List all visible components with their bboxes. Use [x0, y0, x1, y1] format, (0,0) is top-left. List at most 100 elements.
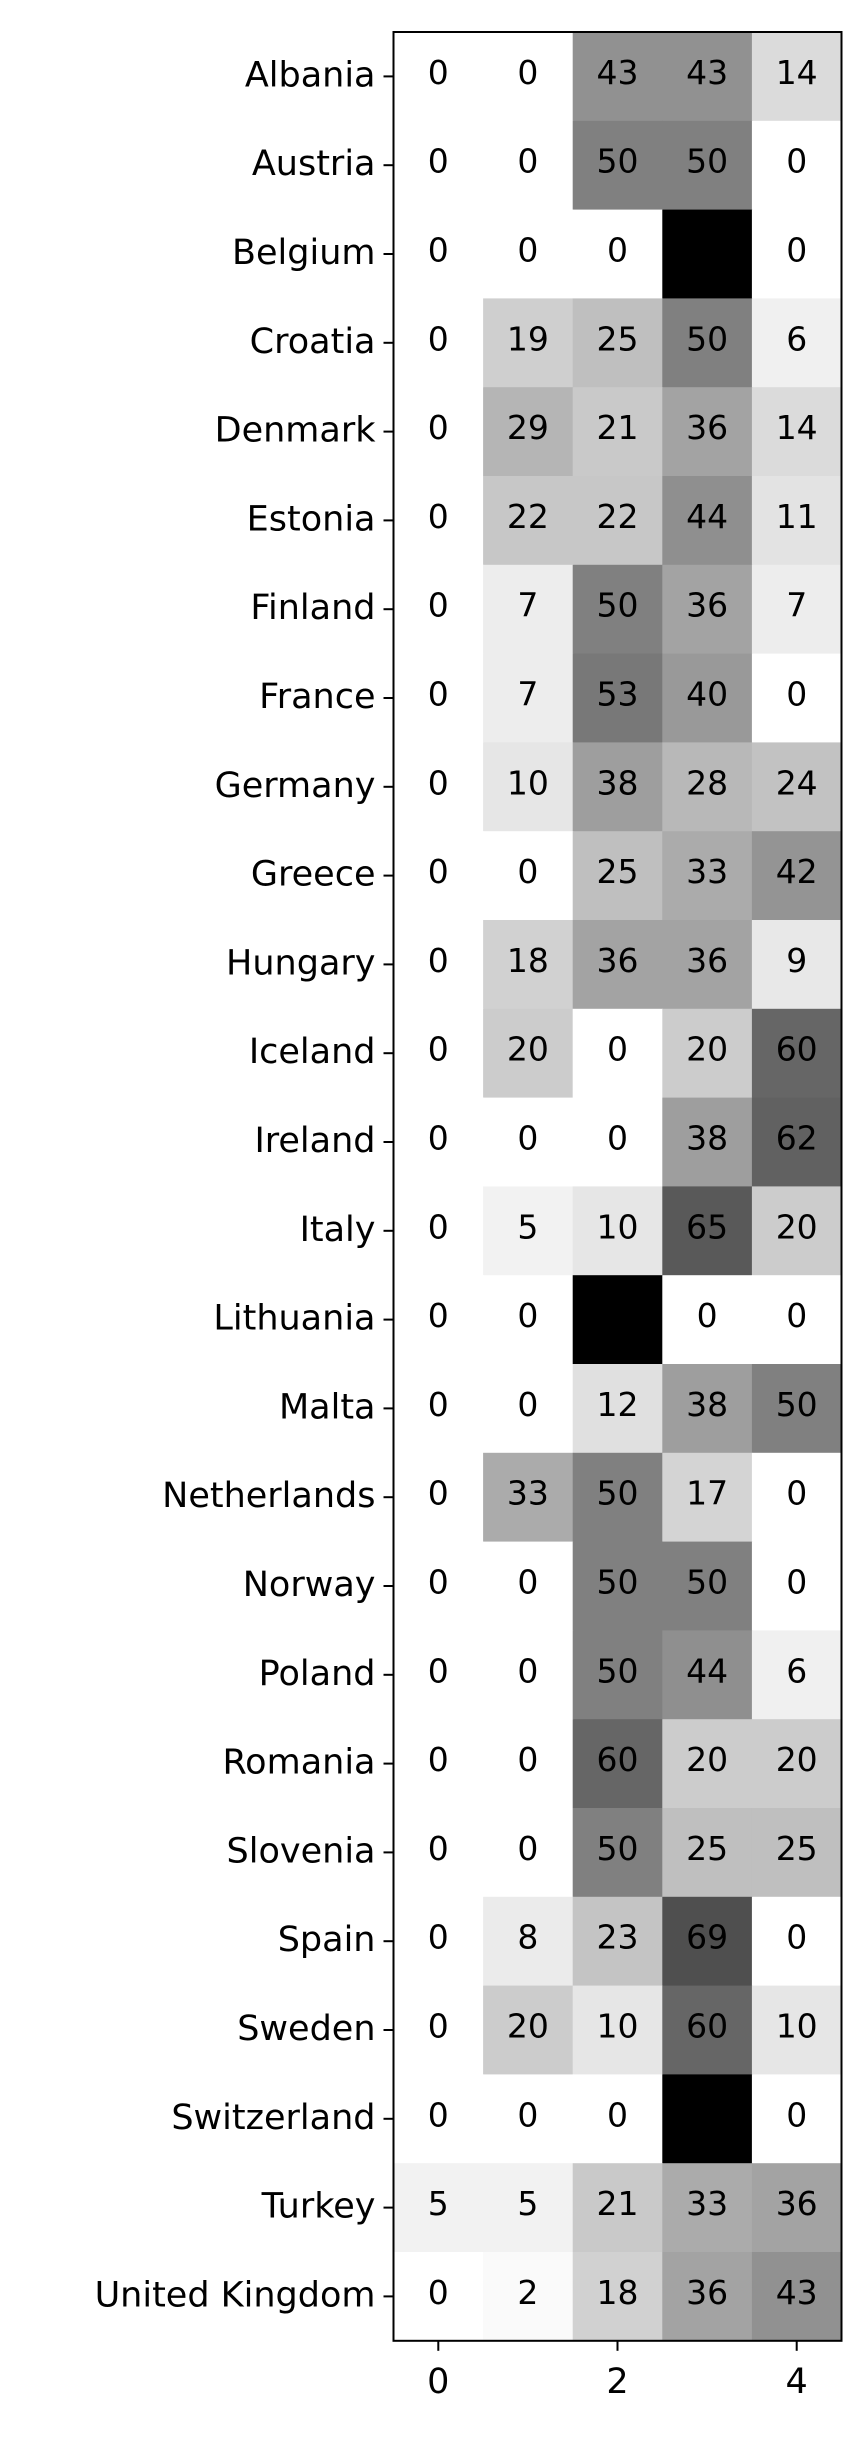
cell-value-label: 0 — [786, 1563, 807, 1602]
cell-value-label: 24 — [776, 763, 818, 802]
cell-value-label: 12 — [597, 1385, 639, 1424]
y-tick-label: Switzerland — [171, 2098, 375, 2138]
cell-value-label: 20 — [507, 2007, 549, 2046]
heatmap-cell — [751, 120, 843, 211]
heatmap-cell — [662, 1452, 753, 1543]
cell-value-label: 10 — [597, 1207, 639, 1246]
heatmap-cell — [751, 2163, 843, 2253]
heatmap-cell — [751, 1275, 843, 1365]
cell-value-label: 9 — [786, 941, 807, 980]
heatmap-cell — [393, 476, 484, 566]
heatmap-cell — [572, 1896, 663, 1987]
heatmap-cell — [393, 209, 484, 299]
cell-value-label: 0 — [607, 1119, 628, 1158]
cell-value-label: 0 — [786, 1918, 807, 1957]
heatmap-cell — [662, 1008, 753, 1099]
y-tick-label: Greece — [251, 855, 376, 895]
heatmap-cell — [662, 2074, 753, 2164]
heatmap-cell — [751, 564, 843, 655]
y-tick-label: Lithuania — [213, 1299, 375, 1339]
heatmap-cell — [751, 742, 843, 832]
heatmap-cell — [393, 564, 484, 655]
heatmap-cell — [483, 120, 574, 211]
cell-value-label: 36 — [686, 941, 728, 980]
cell-value-label: 33 — [507, 1474, 549, 1513]
cell-value-label: 50 — [686, 142, 728, 181]
heatmap-cell — [483, 653, 574, 743]
cell-value-label: 25 — [597, 319, 639, 358]
cell-value-label: 0 — [786, 142, 807, 181]
heatmap-cell — [662, 209, 753, 299]
heatmap-cell — [662, 831, 753, 921]
cell-value-label: 7 — [517, 675, 538, 714]
heatmap-cell — [751, 1008, 843, 1099]
heatmap-cell — [662, 1719, 753, 1809]
cell-value-label: 14 — [776, 408, 818, 447]
cell-value-label: 0 — [428, 1651, 449, 1690]
heatmap-cell — [483, 831, 574, 921]
cell-value-label: 0 — [428, 53, 449, 92]
heatmap-cell — [751, 1719, 843, 1809]
x-tick-label: 4 — [786, 2362, 808, 2402]
cell-value-label: 0 — [517, 231, 538, 270]
cell-value-label: 44 — [686, 497, 728, 536]
heatmap-cell — [751, 2252, 843, 2342]
cell-value-label: 60 — [597, 1740, 639, 1779]
cell-value-label: 43 — [597, 53, 639, 92]
cell-value-label: 25 — [776, 1829, 818, 1868]
cell-value-label: 36 — [776, 2184, 818, 2223]
cell-value-label: 0 — [786, 675, 807, 714]
cell-value-label: 0 — [428, 763, 449, 802]
heatmap-cell — [751, 1541, 843, 1631]
cell-value-label: 29 — [507, 408, 549, 447]
cell-value-label: 53 — [597, 675, 639, 714]
cell-value-label: 0 — [517, 2095, 538, 2134]
x-axis: 0 2 4 — [427, 2340, 808, 2402]
heatmap-cell — [572, 1719, 663, 1809]
heatmap-cell — [751, 1985, 843, 2075]
heatmap-cell — [572, 209, 663, 299]
cell-value-label: 0 — [428, 319, 449, 358]
heatmap-cell — [572, 298, 663, 388]
heatmap-cell — [483, 1097, 574, 1187]
cell-value-label: 33 — [686, 852, 728, 891]
cell-value-label: 50 — [597, 1474, 639, 1513]
cell-value-label: 44 — [686, 1651, 728, 1690]
cell-value-label: 22 — [597, 497, 639, 536]
cell-value-label: 33 — [686, 2184, 728, 2223]
heatmap-cell — [662, 1630, 753, 1720]
heatmap-cell — [483, 2163, 574, 2253]
heatmap-cell — [751, 1186, 843, 1276]
heatmap-cell — [572, 1275, 663, 1365]
cell-value-label: 0 — [786, 2095, 807, 2134]
cell-value-label: 18 — [597, 2273, 639, 2312]
heatmap-cell — [572, 2252, 663, 2342]
heatmap-cell — [572, 1541, 663, 1631]
heatmap-cell — [751, 209, 843, 299]
cell-value-label: 0 — [428, 1207, 449, 1246]
cell-value-label: 0 — [607, 2095, 628, 2134]
cell-value-label: 0 — [517, 1296, 538, 1335]
heatmap-cell — [393, 387, 484, 477]
heatmap-cell — [662, 1541, 753, 1631]
heatmap-cell — [751, 1097, 843, 1187]
cell-value-label: 0 — [517, 1563, 538, 1602]
y-axis: Albania Austria Belgium Croatia Denmark Eston… — [95, 55, 394, 2315]
heatmap-cell — [483, 1719, 574, 1809]
cell-value-label: 38 — [597, 763, 639, 802]
heatmap-cell — [572, 742, 663, 832]
cell-value-label: 19 — [507, 319, 549, 358]
heatmap-cell — [483, 564, 574, 655]
cell-value-label: 38 — [686, 1119, 728, 1158]
heatmap-cell — [751, 831, 843, 921]
y-tick-label: Norway — [243, 1565, 376, 1605]
x-tick-label: 2 — [606, 2362, 628, 2402]
cell-value-label: 10 — [507, 763, 549, 802]
y-tick-label: Austria — [252, 144, 376, 184]
cell-value-label: 36 — [597, 941, 639, 980]
heatmap-cell — [572, 1097, 663, 1187]
heatmap-cell — [483, 298, 574, 388]
cell-value-label: 0 — [517, 1119, 538, 1158]
heatmap-cell — [393, 1630, 484, 1720]
